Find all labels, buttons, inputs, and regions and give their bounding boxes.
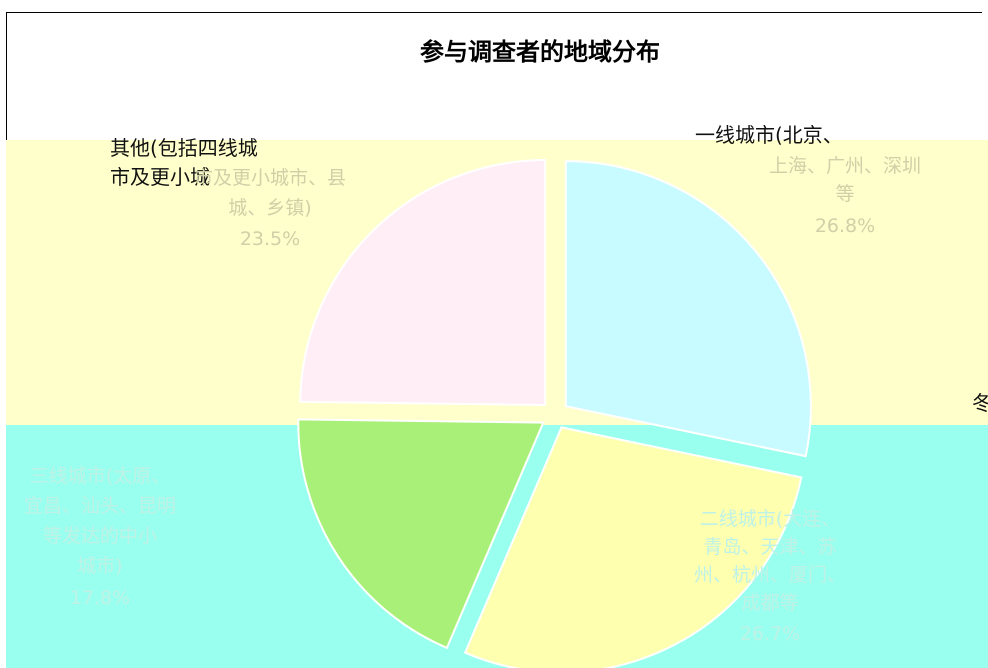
label-tier2-line4: 成都等 bbox=[741, 592, 798, 614]
label-tier1-line1: 上海、广州、深圳 bbox=[769, 155, 921, 177]
pie-slice-other bbox=[299, 159, 547, 407]
label-tier2-line2: 青岛、天津、苏 bbox=[703, 536, 836, 558]
label-tier2-line3: 州、杭州、厦门、 bbox=[694, 564, 846, 586]
pie-slice-tier2 bbox=[463, 426, 803, 668]
label-tier3-line4: 城市) bbox=[77, 555, 122, 577]
label-tier3: 三线城市(太原、 宜昌、汕头、昆明 等发达的中小 城市) 17.8% bbox=[24, 465, 176, 609]
header-fragment-right: 一线城市(北京、 bbox=[695, 123, 843, 147]
label-other-percent: 23.5% bbox=[240, 228, 300, 250]
label-tier3-line2: 宜昌、汕头、昆明 bbox=[24, 495, 176, 517]
label-tier1-line2: 等 bbox=[835, 183, 854, 205]
label-tier3-line3: 等发达的中小 bbox=[43, 525, 157, 547]
label-tier2-percent: 26.7% bbox=[740, 623, 800, 645]
pie-slice-tier1 bbox=[564, 160, 812, 458]
label-tier1: 上海、广州、深圳 等 26.8% bbox=[769, 155, 921, 237]
header-fragment-left-line2: 市及更小城 bbox=[110, 165, 210, 189]
pie-slices bbox=[297, 159, 812, 668]
label-tier2: 二线城市(大连、 青岛、天津、苏 州、杭州、厦门、 成都等 26.7% bbox=[694, 508, 846, 645]
label-tier1-percent: 26.8% bbox=[815, 215, 875, 237]
pie-slice-tier3 bbox=[297, 418, 545, 650]
header-fragment-left-line1: 其他(包括四线城 bbox=[110, 136, 258, 160]
label-tier3-percent: 17.8% bbox=[70, 587, 130, 609]
label-other-line2: 城、乡镇) bbox=[228, 197, 311, 219]
chart-title: 参与调查者的地域分布 bbox=[420, 38, 660, 66]
label-tier3-line1: 三线城市(太原、 bbox=[30, 465, 170, 487]
label-tier2-line1: 二线城市(大连、 bbox=[700, 508, 840, 530]
label-other: 市及更小城市、县 城、乡镇) 23.5% bbox=[194, 167, 346, 250]
label-other-line1: 市及更小城市、县 bbox=[194, 167, 346, 189]
right-edge-fragment: 冬 bbox=[972, 391, 988, 415]
